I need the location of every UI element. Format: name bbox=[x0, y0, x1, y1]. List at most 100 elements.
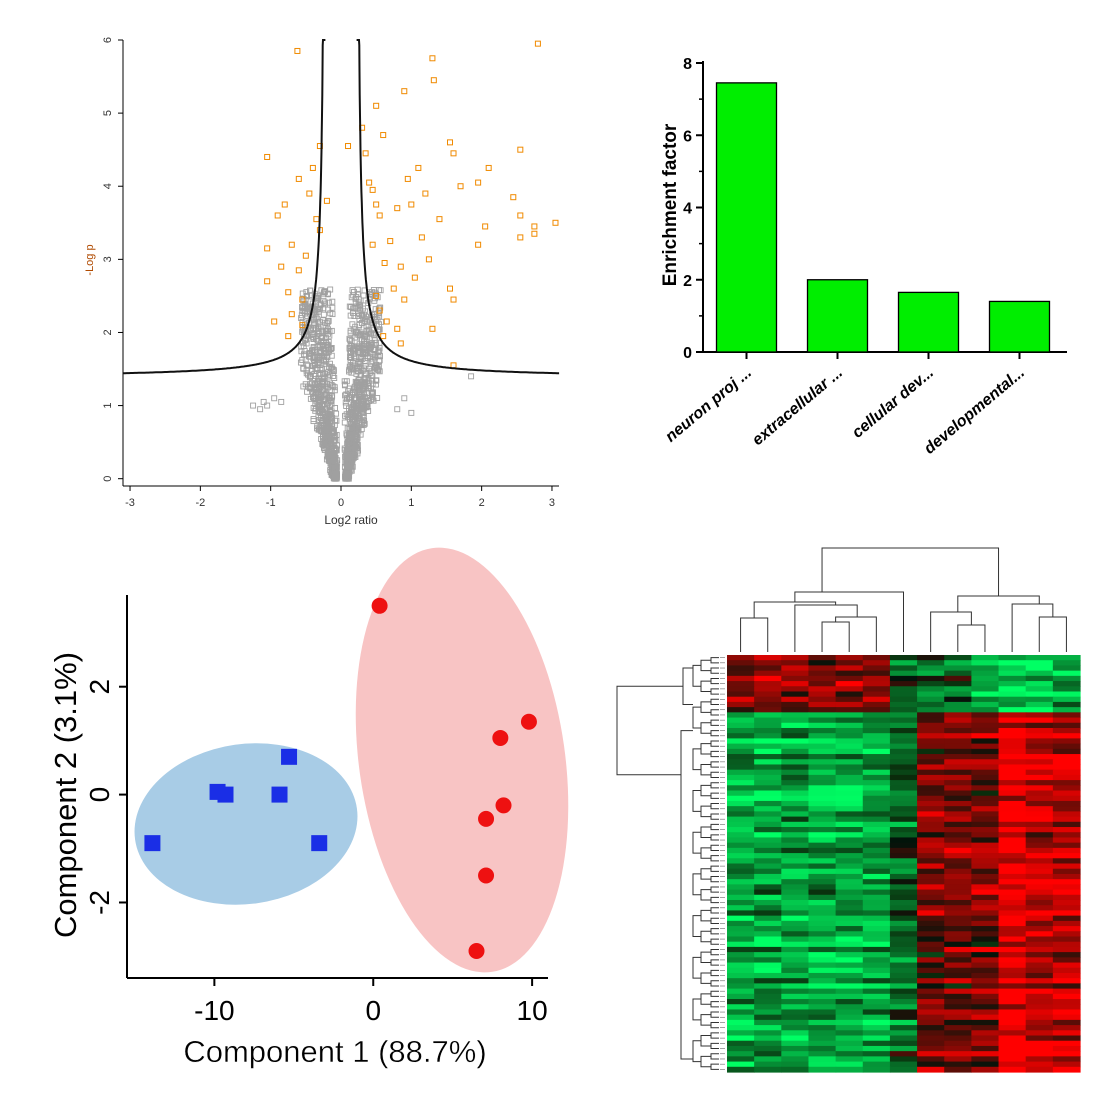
heatmap-cell bbox=[835, 727, 864, 734]
heatmap-cell bbox=[835, 759, 864, 766]
heatmap-cell bbox=[1025, 999, 1054, 1005]
heatmap-cell bbox=[808, 811, 837, 818]
volcano-point-grey bbox=[365, 384, 372, 391]
heatmap-cell bbox=[727, 738, 755, 745]
volcano-point-grey bbox=[359, 385, 366, 392]
heatmap-cell bbox=[998, 769, 1027, 776]
volcano-point-grey bbox=[354, 286, 361, 293]
heatmap-cell bbox=[917, 962, 945, 969]
heatmap-cell bbox=[917, 873, 945, 880]
heatmap-cell bbox=[1025, 884, 1054, 891]
heatmap-cell bbox=[862, 665, 891, 672]
heatmap-cell bbox=[971, 727, 1000, 734]
volcano-point-orange bbox=[418, 234, 425, 241]
heatmap-cell bbox=[917, 811, 945, 818]
heatmap-cell bbox=[971, 691, 1000, 698]
heatmap-cell bbox=[971, 806, 1000, 812]
heatmap-cell bbox=[998, 821, 1027, 828]
heatmap-cell bbox=[889, 873, 918, 880]
volcano-point-orange bbox=[373, 292, 380, 299]
dendrogram-link bbox=[710, 698, 719, 706]
volcano-point-orange bbox=[278, 263, 285, 270]
heatmap-cell bbox=[917, 681, 945, 687]
heatmap-cell bbox=[998, 988, 1027, 995]
heatmap-cell bbox=[917, 665, 945, 672]
heatmap-cell bbox=[754, 738, 782, 745]
heatmap-cell bbox=[889, 790, 918, 797]
volcano-point-grey bbox=[375, 363, 382, 370]
heatmap-cell bbox=[808, 1061, 837, 1068]
dendrogram-link bbox=[692, 998, 701, 1021]
heatmap-cell bbox=[754, 827, 782, 833]
volcano-point-orange bbox=[288, 311, 295, 318]
volcano-point-grey bbox=[306, 385, 313, 392]
dendrogram-link bbox=[710, 928, 719, 935]
heatmap-cell bbox=[1052, 701, 1081, 708]
dendrogram-link bbox=[700, 784, 711, 797]
heatmap-cell bbox=[889, 962, 918, 969]
enrichment-y-tick-label: 0 bbox=[683, 345, 692, 362]
heatmap-cell bbox=[808, 983, 837, 990]
dendrogram-link bbox=[710, 761, 719, 768]
dendrogram-link bbox=[700, 930, 711, 943]
heatmap-cell bbox=[754, 832, 782, 839]
volcano-point-grey bbox=[303, 361, 310, 368]
heatmap-cell bbox=[998, 931, 1027, 938]
heatmap-cell bbox=[1052, 722, 1081, 729]
dendrogram-link bbox=[710, 1053, 719, 1060]
heatmap-cell bbox=[1025, 915, 1054, 922]
heatmap-cell bbox=[808, 681, 837, 687]
heatmap-cell bbox=[754, 957, 782, 964]
heatmap-cell bbox=[727, 946, 755, 953]
heatmap-cell bbox=[835, 1030, 864, 1037]
volcano-point-orange bbox=[264, 278, 271, 285]
heatmap-cell bbox=[808, 1025, 837, 1031]
heatmap-cell bbox=[998, 993, 1027, 1000]
heatmap-cell bbox=[889, 884, 918, 891]
volcano-point-grey bbox=[351, 400, 358, 407]
heatmap-cell bbox=[862, 738, 891, 745]
heatmap-cell bbox=[727, 790, 755, 797]
heatmap-cell bbox=[971, 952, 1000, 958]
dendrogram-link bbox=[710, 1011, 719, 1018]
volcano-point-orange bbox=[450, 296, 457, 303]
heatmap-cell bbox=[889, 733, 918, 739]
heatmap-cell bbox=[1025, 806, 1054, 812]
volcano-point-orange bbox=[552, 219, 559, 226]
heatmap-cell bbox=[917, 1045, 945, 1052]
heatmap-cell bbox=[1052, 733, 1081, 739]
heatmap-cell bbox=[754, 868, 782, 875]
dendrogram-link bbox=[710, 771, 719, 778]
heatmap-cell bbox=[862, 1061, 891, 1068]
heatmap-cell bbox=[998, 712, 1027, 719]
dendrogram-link bbox=[710, 730, 719, 737]
volcano-point-orange bbox=[397, 340, 404, 347]
volcano-point-orange bbox=[309, 164, 316, 171]
heatmap-cell bbox=[754, 847, 782, 854]
heatmap-cell bbox=[917, 1056, 945, 1063]
heatmap-cell bbox=[754, 733, 782, 739]
volcano-point-grey bbox=[349, 403, 356, 410]
volcano-point-grey bbox=[349, 364, 356, 371]
heatmap-cell bbox=[1025, 722, 1054, 729]
heatmap-cell bbox=[998, 894, 1027, 901]
heatmap-cell bbox=[1025, 899, 1054, 906]
heatmap-cell bbox=[944, 681, 972, 687]
heatmap-cell bbox=[754, 1051, 782, 1057]
heatmap-cell bbox=[754, 1045, 782, 1052]
heatmap-cell bbox=[971, 774, 1000, 781]
heatmap-cell bbox=[862, 837, 891, 844]
dendrogram-link bbox=[700, 889, 711, 901]
heatmap-cell bbox=[1025, 764, 1054, 771]
heatmap-cell bbox=[1025, 733, 1054, 739]
dendrogram-link bbox=[680, 730, 693, 1060]
heatmap-cell bbox=[917, 1061, 945, 1068]
heatmap-cell bbox=[808, 873, 837, 880]
pca-point-red-circle bbox=[495, 797, 512, 814]
heatmap-cell bbox=[971, 946, 1000, 953]
volcano-point-grey bbox=[350, 292, 357, 299]
heatmap-cell bbox=[971, 1035, 1000, 1042]
heatmap-cell bbox=[889, 946, 918, 953]
heatmap-cell bbox=[1025, 941, 1054, 948]
heatmap-cell bbox=[889, 701, 918, 708]
